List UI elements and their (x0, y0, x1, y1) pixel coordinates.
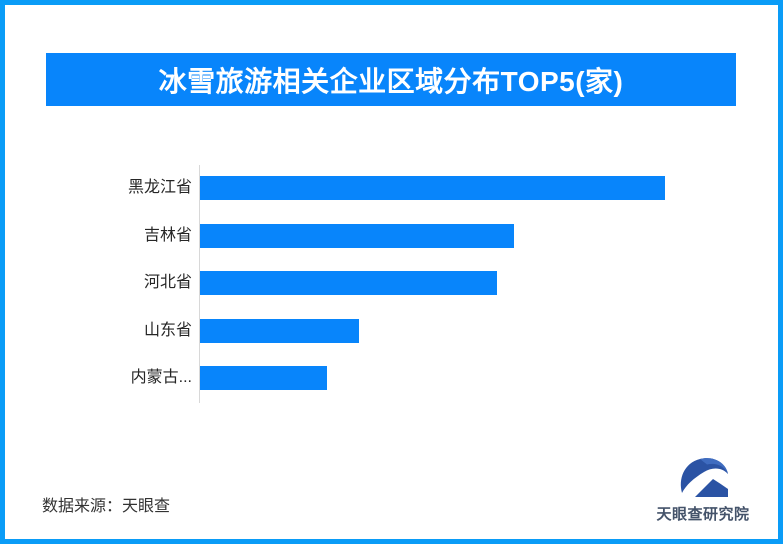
bar-3 (200, 318, 359, 343)
category-label: 河北省 (143, 274, 192, 292)
chart-row: 吉林省 (40, 223, 514, 248)
category-label: 内蒙古... (130, 369, 192, 387)
bar-2 (200, 271, 497, 296)
bar-1 (200, 223, 514, 248)
chart-row: 山东省 (40, 318, 359, 343)
tianyancha-logo-icon (680, 458, 728, 497)
chart-row: 黑龙江省 (40, 176, 665, 200)
tianyancha-logo: 天眼查研究院 (648, 455, 758, 524)
chart-title: 冰雪旅游相关企业区域分布TOP5(家) (158, 65, 624, 97)
data-source-text: 数据来源：天眼查 (42, 498, 171, 515)
bar-chart: 黑龙江省吉林省河北省山东省内蒙古... (5, 5, 778, 539)
bar-4 (200, 366, 327, 391)
category-label: 山东省 (143, 321, 192, 339)
y-axis-line (199, 165, 200, 403)
category-label: 吉林省 (143, 226, 192, 244)
chart-row: 内蒙古... (40, 366, 327, 391)
chart-row: 河北省 (40, 271, 497, 296)
category-label: 黑龙江省 (127, 179, 192, 196)
tianyancha-logo-text: 天眼查研究院 (656, 506, 750, 523)
title-banner: 冰雪旅游相关企业区域分布TOP5(家) (46, 53, 736, 106)
bar-0 (200, 176, 665, 200)
